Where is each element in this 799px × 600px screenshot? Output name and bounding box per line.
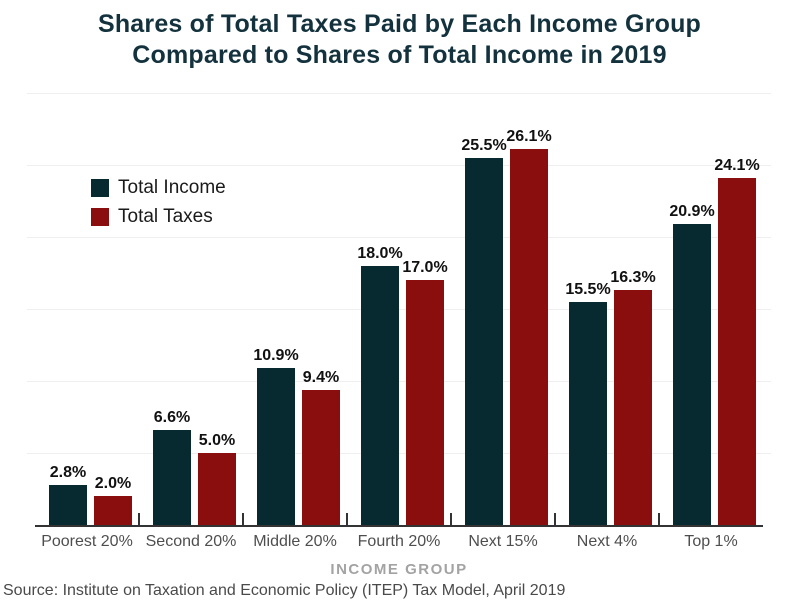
- axis-tick: [346, 513, 348, 525]
- bar-taxes: [510, 149, 548, 525]
- bar-value-label: 26.1%: [506, 128, 552, 146]
- bar-value-label: 16.3%: [610, 269, 656, 287]
- gridline: [27, 453, 771, 454]
- gridline: [27, 93, 771, 94]
- bar-value-label: 17.0%: [402, 259, 448, 277]
- legend: Total Income Total Taxes: [91, 177, 226, 228]
- gridline: [27, 237, 771, 238]
- legend-item-total-taxes: Total Taxes: [91, 206, 226, 228]
- legend-label-income: Total Income: [118, 177, 226, 198]
- source-note: Source: Institute on Taxation and Econom…: [3, 582, 566, 599]
- x-tick-label: Second 20%: [145, 533, 237, 550]
- gridline: [27, 165, 771, 166]
- x-tick-label: Fourth 20%: [357, 533, 441, 550]
- x-tick-label: Next 15%: [468, 533, 538, 550]
- plot-area: 2.8% 2.0% 6.6% 5.0% 10.9% 9.4% 18.0% 17.0% 25.5%…: [27, 93, 771, 527]
- bar-taxes: [614, 290, 652, 525]
- bar-value-label: 6.6%: [153, 408, 191, 426]
- bar-taxes: [302, 389, 340, 525]
- legend-swatch-taxes: [91, 208, 109, 226]
- bar-taxes: [198, 453, 236, 525]
- chart-title-line2: Compared to Shares of Total Income in 20…: [132, 41, 667, 69]
- bar-value-label: 18.0%: [357, 244, 403, 262]
- bar-income: [153, 429, 191, 525]
- bar-income: [49, 484, 87, 525]
- x-tick-label: Top 1%: [684, 533, 738, 550]
- bar-value-label: 9.4%: [302, 368, 340, 386]
- bar-value-label: 20.9%: [669, 203, 715, 221]
- chart-title-line1: Shares of Total Taxes Paid by Each Incom…: [97, 10, 702, 38]
- legend-item-total-income: Total Income: [91, 177, 226, 199]
- bar-value-label: 25.5%: [461, 136, 507, 154]
- bar-value-label: 10.9%: [253, 347, 299, 365]
- bar-income: [257, 368, 295, 525]
- x-axis-title: INCOME GROUP: [330, 561, 468, 578]
- gridline: [27, 309, 771, 310]
- bar-income: [569, 301, 607, 525]
- bar-income: [361, 265, 399, 525]
- x-tick-label: Middle 20%: [253, 533, 337, 550]
- axis-tick: [138, 513, 140, 525]
- bar-value-label: 15.5%: [565, 280, 611, 298]
- legend-label-taxes: Total Taxes: [118, 206, 213, 227]
- x-tick-label: Next 4%: [576, 533, 638, 550]
- bar-value-label: 24.1%: [714, 156, 760, 174]
- axis-tick: [450, 513, 452, 525]
- bar-value-label: 5.0%: [198, 432, 236, 449]
- axis-tick: [242, 513, 244, 525]
- bar-income: [673, 224, 711, 525]
- bar-taxes: [718, 177, 756, 525]
- bar-taxes: [406, 280, 444, 525]
- chart-title: Shares of Total Taxes Paid by Each Incom…: [0, 9, 799, 71]
- bar-income: [465, 157, 503, 525]
- x-axis-labels: Poorest 20% Second 20% Middle 20% Fourth 20…: [35, 533, 763, 551]
- gridline: [27, 381, 771, 382]
- bar-value-label: 2.0%: [94, 475, 132, 493]
- axis-tick: [658, 513, 660, 525]
- bar-taxes: [94, 496, 132, 525]
- legend-swatch-income: [91, 179, 109, 197]
- bar-value-label: 2.8%: [49, 463, 87, 481]
- x-tick-label: Poorest 20%: [41, 533, 133, 550]
- axis-tick: [554, 513, 556, 525]
